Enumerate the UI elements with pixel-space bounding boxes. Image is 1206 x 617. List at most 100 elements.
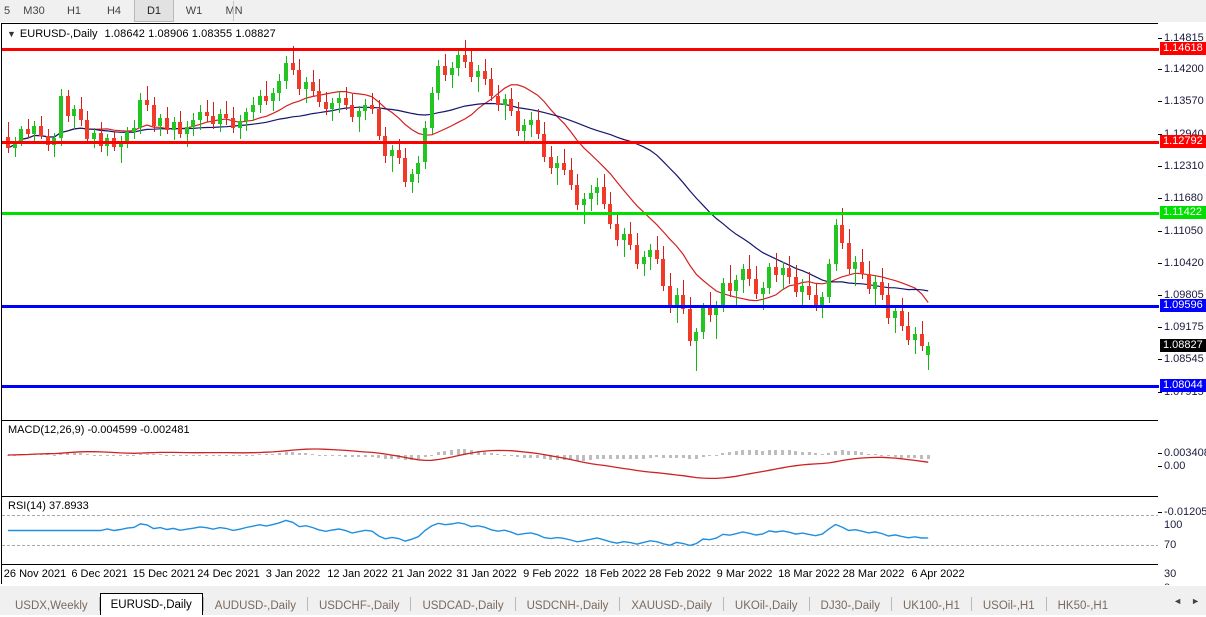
candle-body <box>773 267 778 276</box>
macd-histogram-bar <box>794 451 798 455</box>
price-tag-resistance[interactable]: 1.12792 <box>1160 135 1206 149</box>
candle-body <box>237 121 242 128</box>
date-tick-label: 18 Mar 2022 <box>778 568 840 580</box>
price-tag-resistance[interactable]: 1.14618 <box>1160 41 1206 55</box>
price-tick: 1.09805 <box>1158 289 1206 301</box>
candle-wick <box>855 255 857 286</box>
rsi-axis-label: 30 <box>1164 568 1177 580</box>
macd-histogram-bar <box>304 453 308 455</box>
candle-body <box>25 129 30 134</box>
timeframe-button-h1[interactable]: H1 <box>66 4 82 17</box>
macd-histogram-bar <box>569 455 573 461</box>
macd-histogram-bar <box>840 450 844 455</box>
price-tick: 1.14815 <box>1158 32 1206 44</box>
candle-body <box>687 309 692 342</box>
resistance-line-2[interactable] <box>2 141 1159 145</box>
macd-histogram-bar <box>529 455 533 458</box>
timeframe-button-mn[interactable]: MN <box>214 0 254 22</box>
macd-histogram-bar <box>834 450 837 455</box>
price-axis[interactable]: 1.14815 1.14200 1.13570 1.12940 1.12310 1.116… <box>1158 23 1206 594</box>
candle-body <box>734 280 739 291</box>
candle-body <box>694 331 699 341</box>
candle-body <box>317 90 322 102</box>
macd-histogram-bar <box>357 455 361 458</box>
price-pane[interactable]: ▼ EURUSD-,Daily 1.08642 1.08906 1.08355 1.… <box>2 24 1159 419</box>
chart-tab-usdchf-daily[interactable]: USDCHF-,Daily <box>318 599 400 612</box>
candle-body <box>211 116 216 124</box>
chart-tab-usdcnh-daily[interactable]: USDCNH-,Daily <box>526 599 609 612</box>
macd-histogram-bar <box>628 455 632 459</box>
timeframe-button-m30[interactable]: M30 <box>23 4 45 17</box>
chart-tab-dj30-daily[interactable]: DJ30-,Daily <box>820 599 880 612</box>
candle-body <box>727 282 732 291</box>
macd-histogram-bar <box>324 455 328 457</box>
resistance-line-1[interactable] <box>2 47 1159 51</box>
chart-tab-usoil-h1[interactable]: USOil-,H1 <box>982 599 1035 612</box>
candle-body <box>310 82 315 91</box>
candle-body <box>528 120 533 125</box>
price-tag-last-price[interactable]: 1.08827 <box>1160 338 1206 352</box>
candle-body <box>456 54 461 69</box>
candle-body <box>164 118 169 130</box>
chart-tab-ukoil-daily[interactable]: UKOil-,Daily <box>734 599 798 612</box>
candle-body <box>197 112 202 121</box>
price-tick-label: 1.08545 <box>1164 353 1204 366</box>
chart-tab-bar[interactable]: USDX,Weekly EURUSD-,Daily AUDUSD-,Daily USD… <box>0 585 1206 617</box>
price-tick: 1.08545 <box>1158 353 1206 365</box>
candle-body <box>919 333 924 347</box>
candle-body <box>701 307 706 332</box>
macd-pane[interactable]: MACD(12,26,9) -0.004599 -0.002481 <box>2 420 1159 496</box>
support-line-blue-1[interactable] <box>2 305 1159 309</box>
chart-tab-usdx-weekly[interactable]: USDX,Weekly <box>15 599 88 612</box>
chart-window[interactable]: ▼ EURUSD-,Daily 1.08642 1.08906 1.08355 1.… <box>0 22 1206 594</box>
price-tag-support[interactable]: 1.08044 <box>1160 378 1206 392</box>
support-line-green[interactable] <box>2 211 1159 215</box>
support-line-blue-2[interactable] <box>2 384 1159 388</box>
macd-histogram-bar <box>363 455 367 457</box>
macd-histogram-bar <box>72 452 76 455</box>
rsi-label: RSI(14) 37.8933 <box>8 500 92 512</box>
timeframe-button-w1[interactable]: W1 <box>185 4 203 17</box>
candle-wick <box>557 156 559 186</box>
chart-canvas[interactable]: ▼ EURUSD-,Daily 1.08642 1.08906 1.08355 1.… <box>1 23 1159 585</box>
macd-histogram-bar <box>390 455 394 460</box>
date-axis[interactable]: 26 Nov 2021 6 Dec 2021 15 Dec 2021 24 Dec 2… <box>2 564 1159 585</box>
chart-tab-hk50-h1[interactable]: HK50-,H1 <box>1057 599 1109 612</box>
candle-body <box>389 150 394 157</box>
candle-body <box>515 111 520 131</box>
macd-histogram-bar <box>350 455 354 458</box>
chart-tab-uk100-h1[interactable]: UK100-,H1 <box>902 599 960 612</box>
candle-body <box>628 234 633 245</box>
chart-tab-xauusd-daily[interactable]: XAUUSD-,Daily <box>631 599 712 612</box>
date-tick-label: 18 Feb 2022 <box>584 568 647 580</box>
tab-separator <box>970 597 972 611</box>
rsi-pane[interactable]: RSI(14) 37.8933 <box>2 496 1159 564</box>
chevron-down-icon[interactable]: ▼ <box>7 29 16 39</box>
candle-wick <box>696 327 698 371</box>
macd-histogram-bar <box>125 455 129 457</box>
chart-tab-audusd-daily[interactable]: AUDUSD-,Daily <box>214 599 296 612</box>
candle-wick <box>875 275 877 306</box>
chart-tab-usdcad-daily[interactable]: USDCAD-,Daily <box>422 599 504 612</box>
date-tick-label: 9 Feb 2022 <box>523 568 579 580</box>
timeframe-button-d1[interactable]: D1 <box>134 0 174 22</box>
candle-body <box>442 66 447 76</box>
date-tick-label: 28 Mar 2022 <box>842 568 905 580</box>
chart-tab-eurusd-daily[interactable]: EURUSD-,Daily <box>99 593 203 616</box>
macd-histogram-bar <box>814 453 818 455</box>
candle-wick <box>27 118 29 138</box>
timeframe-button-h4[interactable]: H4 <box>106 4 122 17</box>
macd-histogram-bar <box>436 451 440 455</box>
tab-separator <box>890 597 892 611</box>
candle-body <box>343 97 348 106</box>
price-tick: 1.11680 <box>1158 192 1206 204</box>
macd-histogram-bar <box>317 455 321 456</box>
candle-wick <box>895 305 897 333</box>
tab-scroll-left-icon[interactable]: ◄ <box>1173 596 1183 606</box>
macd-histogram-bar <box>608 455 612 459</box>
price-tag-support[interactable]: 1.09596 <box>1160 299 1206 313</box>
tab-scroll-right-icon[interactable]: ► <box>1191 596 1200 606</box>
timeframe-button-5[interactable]: 5 <box>3 4 11 17</box>
price-tag-support[interactable]: 1.11422 <box>1160 205 1206 219</box>
candle-body <box>634 244 639 265</box>
